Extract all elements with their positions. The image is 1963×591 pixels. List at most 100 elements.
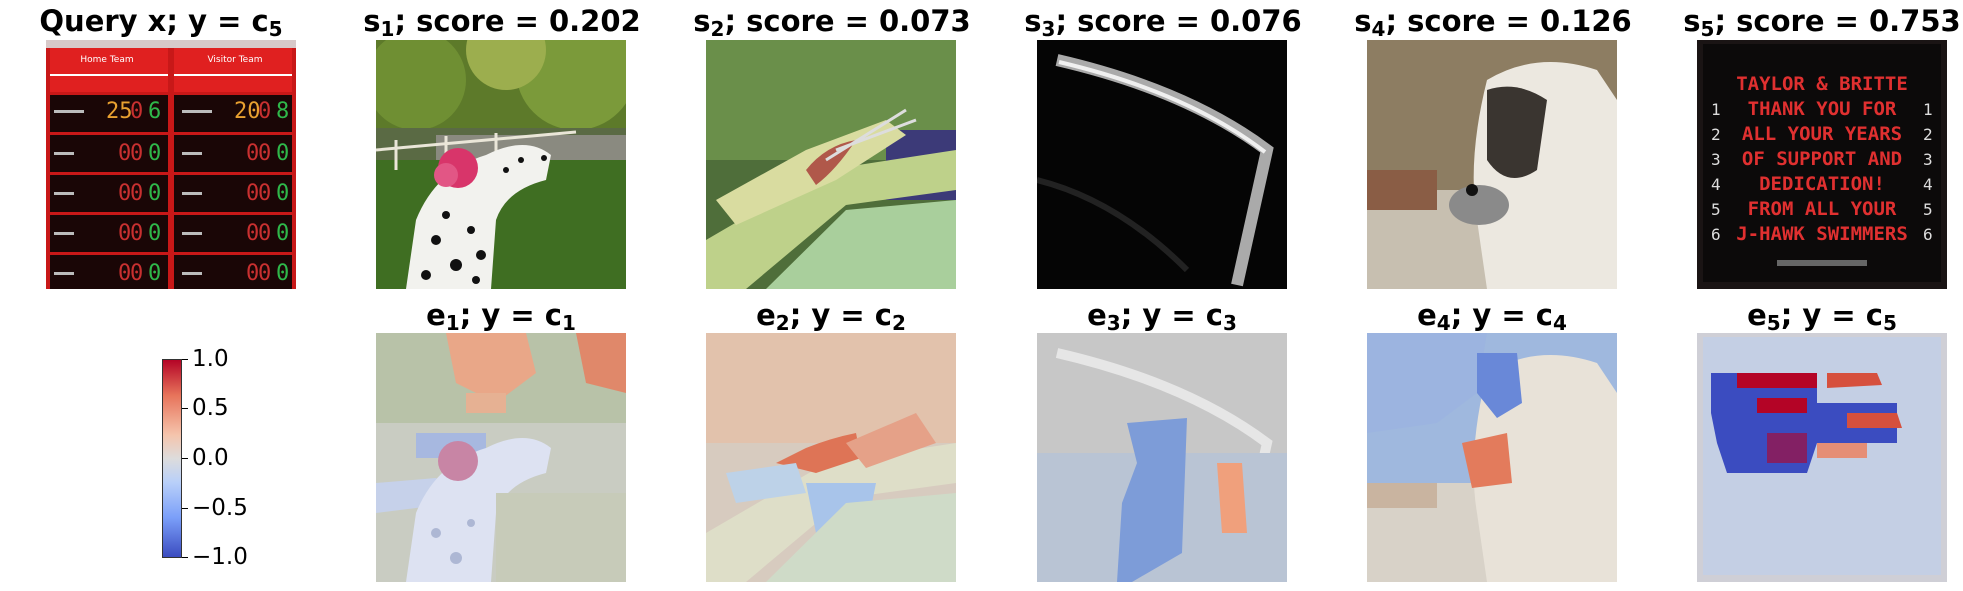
explanation-5-title: e5; y = c5 bbox=[1697, 298, 1947, 335]
colorbar-tick bbox=[182, 359, 188, 360]
sample-1-dalmatian-image bbox=[376, 40, 626, 289]
explanation-letter: e bbox=[756, 298, 776, 332]
svg-text:ALL YOUR YEARS: ALL YOUR YEARS bbox=[1742, 123, 1902, 145]
colorbar-tick bbox=[182, 458, 188, 459]
sample-2-leaf-image bbox=[706, 40, 956, 289]
svg-text:0: 0 bbox=[276, 181, 289, 206]
explanation-4-heatmap bbox=[1367, 333, 1617, 582]
explanation-5-heatmap bbox=[1697, 333, 1947, 582]
svg-text:FROM ALL YOUR: FROM ALL YOUR bbox=[1748, 198, 1897, 220]
explanation-mid: ; y = bbox=[1120, 298, 1206, 332]
colorbar-tick-label: −1.0 bbox=[192, 544, 248, 570]
svg-text:0: 0 bbox=[130, 99, 143, 124]
explanation-1-heatmap bbox=[376, 333, 626, 582]
svg-text:0: 0 bbox=[130, 141, 143, 166]
colorbar-tick-label: 0.5 bbox=[192, 395, 229, 421]
sample-letter: s bbox=[693, 4, 711, 38]
colorbar-tick-label: 1.0 bbox=[192, 346, 229, 372]
svg-text:3: 3 bbox=[1923, 150, 1933, 169]
svg-text:0: 0 bbox=[276, 261, 289, 286]
sample-4-husky-image bbox=[1367, 40, 1617, 289]
explanation-mid: ; y = bbox=[1780, 298, 1866, 332]
query-title-text: Query x; y = bbox=[39, 4, 252, 38]
svg-text:0: 0 bbox=[118, 261, 131, 286]
svg-text:0: 0 bbox=[148, 181, 161, 206]
query-class-letter: c bbox=[251, 4, 269, 38]
explanation-index: 5 bbox=[1766, 311, 1781, 335]
svg-text:0: 0 bbox=[118, 141, 131, 166]
sample-score: ; score = 0.753 bbox=[1714, 4, 1961, 38]
svg-text:0: 0 bbox=[276, 141, 289, 166]
explanation-index: 4 bbox=[1436, 311, 1451, 335]
sample-letter: s bbox=[1354, 4, 1372, 38]
svg-text:8: 8 bbox=[276, 99, 289, 124]
svg-text:20: 20 bbox=[234, 99, 261, 124]
sample-3-title: s3; score = 0.076 bbox=[1023, 4, 1303, 41]
svg-text:Visitor Team: Visitor Team bbox=[207, 55, 262, 65]
svg-text:6: 6 bbox=[1923, 225, 1933, 244]
explanation-letter: e bbox=[1747, 298, 1767, 332]
svg-text:0: 0 bbox=[148, 141, 161, 166]
svg-text:0: 0 bbox=[258, 99, 271, 124]
explanation-class-index: 3 bbox=[1222, 311, 1237, 335]
explanation-letter: e bbox=[426, 298, 446, 332]
colorbar bbox=[162, 359, 182, 558]
explanation-class: c bbox=[874, 298, 892, 332]
svg-text:0: 0 bbox=[246, 181, 259, 206]
svg-text:5: 5 bbox=[1711, 200, 1721, 219]
sample-1-title: s1; score = 0.202 bbox=[362, 4, 642, 39]
sample-5-sign-image: TAYLOR & BRITTE THANK YOU FOR ALL YOUR Y… bbox=[1697, 40, 1947, 289]
svg-text:0: 0 bbox=[246, 261, 259, 286]
svg-text:TAYLOR & BRITTE: TAYLOR & BRITTE bbox=[1736, 73, 1908, 95]
svg-text:1: 1 bbox=[1923, 100, 1933, 119]
svg-text:2: 2 bbox=[1923, 125, 1933, 144]
explanation-index: 3 bbox=[1106, 311, 1121, 335]
svg-text:0: 0 bbox=[246, 221, 259, 246]
svg-text:OF SUPPORT AND: OF SUPPORT AND bbox=[1742, 148, 1902, 170]
svg-text:25: 25 bbox=[106, 99, 133, 124]
svg-text:DEDICATION!: DEDICATION! bbox=[1759, 173, 1885, 195]
explanation-1-title: e1; y = c1 bbox=[376, 298, 626, 333]
explanation-class: c bbox=[1865, 298, 1883, 332]
query-class-index: 5 bbox=[268, 17, 283, 41]
explanation-2-heatmap bbox=[706, 333, 956, 582]
svg-text:THANK YOU FOR: THANK YOU FOR bbox=[1748, 98, 1897, 120]
explanation-class-index: 5 bbox=[1882, 311, 1897, 335]
explanation-index: 2 bbox=[775, 311, 790, 335]
svg-text:0: 0 bbox=[258, 181, 271, 206]
explanation-letter: e bbox=[1417, 298, 1437, 332]
explanation-4-title: e4; y = c4 bbox=[1367, 298, 1617, 335]
sample-index: 2 bbox=[710, 17, 725, 41]
colorbar-tick bbox=[182, 508, 188, 509]
svg-text:0: 0 bbox=[148, 261, 161, 286]
explanation-class-index: 4 bbox=[1552, 311, 1567, 335]
explanation-mid: ; y = bbox=[789, 298, 875, 332]
svg-text:4: 4 bbox=[1923, 175, 1933, 194]
svg-text:0: 0 bbox=[258, 261, 271, 286]
sample-index: 4 bbox=[1371, 17, 1386, 41]
svg-text:J-HAWK SWIMMERS: J-HAWK SWIMMERS bbox=[1736, 223, 1908, 245]
explanation-2-title: e2; y = c2 bbox=[706, 298, 956, 335]
colorbar-tick bbox=[182, 408, 188, 409]
svg-text:6: 6 bbox=[1711, 225, 1721, 244]
sample-index: 5 bbox=[1700, 17, 1715, 41]
svg-text:1: 1 bbox=[1711, 100, 1721, 119]
svg-text:0: 0 bbox=[130, 261, 143, 286]
colorbar-tick bbox=[182, 557, 188, 558]
explanation-class-index: 2 bbox=[891, 311, 906, 335]
explanation-3-title: e3; y = c3 bbox=[1037, 298, 1287, 335]
sample-letter: s bbox=[1024, 4, 1042, 38]
explanation-letter: e bbox=[1087, 298, 1107, 332]
colorbar-tick-label: −0.5 bbox=[192, 495, 248, 521]
svg-text:3: 3 bbox=[1711, 150, 1721, 169]
sample-index: 3 bbox=[1041, 17, 1056, 41]
svg-text:Home Team: Home Team bbox=[80, 55, 133, 65]
sample-letter: s bbox=[363, 4, 381, 38]
svg-text:0: 0 bbox=[148, 221, 161, 246]
explanation-mid: ; y = bbox=[459, 298, 545, 332]
sample-3-streak-image bbox=[1037, 40, 1287, 289]
svg-text:0: 0 bbox=[118, 221, 131, 246]
colorbar-tick-label: 0.0 bbox=[192, 445, 229, 471]
sample-score: ; score = 0.076 bbox=[1055, 4, 1302, 38]
svg-text:0: 0 bbox=[258, 221, 271, 246]
